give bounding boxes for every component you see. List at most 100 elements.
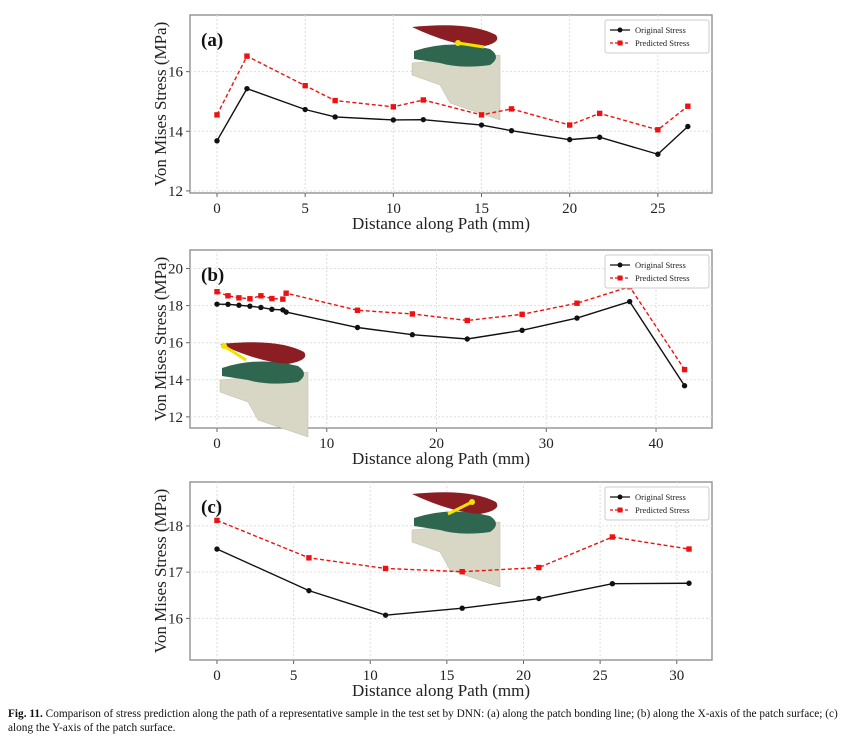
data-point-original (283, 309, 289, 315)
series-line-predicted (216, 55, 689, 131)
data-point-original (459, 605, 465, 611)
y-tick-label: 18 (168, 299, 183, 315)
series-line-original (216, 87, 689, 156)
data-point-original (269, 306, 275, 313)
data-point-original (420, 116, 427, 123)
legend: Original Stress Predicted Stress (604, 486, 710, 521)
data-point-predicted (596, 110, 603, 117)
x-tick-label: 0 (213, 668, 221, 684)
data-point-original (214, 546, 220, 552)
x-axis-label: Distance along Path (mm) (352, 449, 530, 468)
data-point-predicted (536, 564, 542, 571)
data-point-predicted (214, 112, 220, 118)
data-point-predicted (214, 517, 220, 524)
data-point-predicted (236, 295, 242, 301)
inset-top-layer (412, 25, 498, 47)
inset-arrow-icon (447, 500, 473, 516)
data-point-predicted (409, 311, 416, 317)
inset-top-layer (412, 492, 498, 514)
x-tick-label: 20 (516, 668, 531, 684)
inset-3d-model (219, 342, 309, 438)
data-point-original (258, 304, 264, 311)
y-tick-label: 12 (168, 184, 183, 200)
data-point-original (236, 302, 242, 308)
y-tick-label: 16 (168, 336, 184, 352)
data-point-original (508, 127, 515, 134)
data-point-original (306, 587, 312, 594)
data-point-predicted (225, 293, 231, 299)
y-tick-label: 17 (168, 565, 184, 581)
data-point-predicted (655, 127, 661, 133)
data-point-original (574, 315, 580, 321)
inset-arrow-icon (223, 344, 247, 362)
legend-label: Original Stress (635, 260, 686, 270)
legend-marker (617, 494, 623, 500)
data-point-original (332, 114, 338, 120)
data-point-predicted (459, 568, 465, 575)
chart-a: 0 5 10 15 20 25 12 14 16 Distance along Path (mm)… (151, 14, 713, 233)
y-tick-label: 16 (168, 65, 184, 81)
legend-marker (617, 262, 623, 268)
inset-3d-model (411, 25, 501, 121)
inset-arrowhead-icon (469, 499, 475, 505)
inset-substrate (219, 371, 309, 438)
data-point-predicted (464, 317, 470, 324)
y-axis-label: Von Mises Stress (MPa) (151, 489, 170, 654)
data-point-original (302, 106, 308, 113)
y-tick-label: 18 (168, 519, 183, 535)
data-point-predicted (354, 307, 361, 313)
data-point-predicted (609, 534, 616, 540)
x-tick-label: 0 (213, 436, 221, 452)
legend-marker (617, 27, 623, 33)
x-tick-label: 15 (474, 201, 489, 217)
data-point-predicted (258, 293, 264, 299)
data-point-original (519, 327, 525, 333)
legend-marker (617, 507, 623, 513)
data-point-original (409, 332, 416, 338)
data-point-original (566, 136, 573, 143)
data-point-predicted (280, 296, 286, 302)
data-point-predicted (519, 311, 525, 318)
inset-substrate (411, 54, 501, 121)
data-point-predicted (508, 106, 515, 112)
data-point-predicted (283, 290, 289, 296)
x-tick-label: 30 (669, 668, 684, 684)
data-point-predicted (332, 97, 338, 104)
data-point-original (681, 383, 688, 389)
data-point-original (244, 85, 250, 92)
data-point-predicted (269, 295, 275, 302)
data-point-original (685, 123, 691, 130)
data-point-original (225, 301, 231, 308)
data-point-predicted (478, 112, 485, 118)
data-point-predicted (686, 546, 692, 552)
data-point-predicted (566, 122, 573, 128)
caption-text: Comparison of stress prediction along th… (8, 708, 838, 734)
data-point-predicted (574, 300, 580, 306)
data-point-original (536, 595, 542, 602)
inset-arrow-icon (457, 41, 485, 49)
legend: Original Stress Predicted Stress (604, 254, 710, 289)
y-tick-label: 14 (168, 124, 184, 140)
x-tick-label: 15 (439, 668, 454, 684)
legend-label: Original Stress (635, 492, 686, 502)
inset-patch-layer (414, 44, 496, 67)
figure-caption: Fig. 11. Comparison of stress prediction… (8, 707, 853, 735)
x-tick-label: 25 (650, 201, 665, 217)
data-point-original (478, 122, 485, 128)
inset-arrowhead-icon (455, 40, 461, 46)
x-tick-label: 0 (213, 201, 221, 217)
data-point-original (596, 134, 603, 140)
x-tick-label: 40 (649, 436, 664, 452)
x-tick-label: 20 (429, 436, 444, 452)
legend: Original Stress Predicted Stress (604, 19, 710, 54)
x-tick-label: 25 (593, 668, 608, 684)
data-point-predicted (685, 103, 691, 109)
data-point-original (354, 324, 361, 331)
y-tick-label: 14 (168, 373, 184, 389)
inset-patch-layer (414, 511, 496, 534)
legend-box (604, 486, 710, 521)
data-point-original (464, 336, 470, 342)
x-tick-label: 10 (319, 436, 334, 452)
x-tick-label: 10 (386, 201, 401, 217)
